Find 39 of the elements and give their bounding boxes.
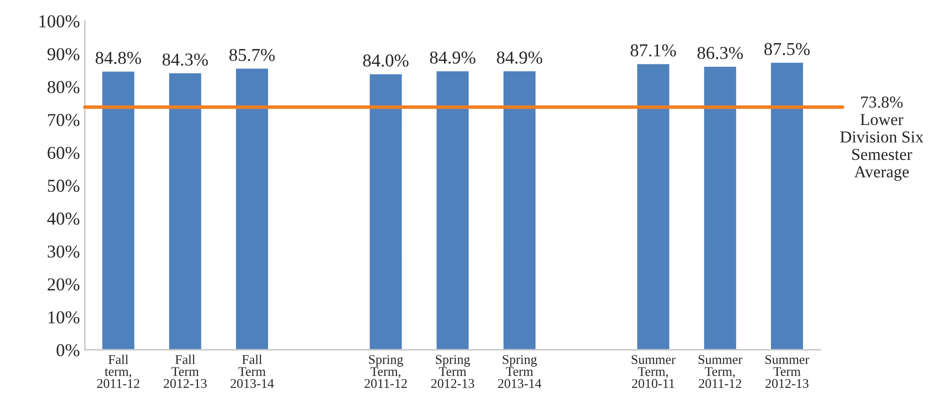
ref-line-label: 73.8% Lower Division Six Semester Average — [840, 96, 924, 181]
y-tick-label: 30% — [48, 245, 80, 258]
x-tick-label: Fall Term 2012-13 — [164, 354, 207, 388]
data-label: 84.0% — [363, 54, 408, 67]
bar — [435, 70, 470, 350]
y-tick-label: 0% — [56, 344, 80, 356]
data-label: 87.5% — [764, 42, 810, 56]
data-label: 84.9% — [430, 51, 476, 64]
bar — [636, 62, 671, 350]
x-tick-label: Fall term, 2011-12 — [97, 354, 140, 388]
x-tick-label: Fall Term 2013-14 — [230, 354, 274, 388]
x-tick-label: Summer Term, 2011-12 — [698, 355, 742, 388]
bar — [168, 72, 203, 350]
data-label: 86.3% — [697, 46, 743, 60]
y-tick-label: 100% — [39, 15, 80, 28]
bar — [770, 61, 804, 350]
bar — [234, 67, 270, 350]
bar — [502, 70, 537, 350]
x-tick-label: Summer Term 2012-13 — [766, 355, 810, 388]
y-tick-label: 60% — [48, 146, 80, 160]
bar — [368, 72, 404, 350]
y-tick-label: 50% — [48, 180, 80, 192]
y-tick-label: 80% — [48, 80, 80, 94]
bar — [702, 65, 738, 350]
data-label: 87.1% — [630, 44, 676, 56]
y-tick-label: 10% — [48, 311, 80, 324]
x-tick-label: Spring Term 2012-13 — [431, 355, 474, 388]
y-tick-label: 40% — [47, 212, 80, 225]
x-tick-label: Summer Term, 2010-11 — [632, 355, 676, 388]
y-tick-label: 90% — [47, 48, 80, 60]
y-tick-label: 70% — [48, 114, 80, 126]
x-tick-label: Spring Term 2013-14 — [498, 355, 542, 388]
y-tick-label: 20% — [48, 278, 80, 291]
data-label: 84.8% — [96, 52, 142, 64]
x-tick-label: Spring Term, 2011-12 — [364, 355, 407, 388]
data-label: 84.3% — [162, 53, 208, 66]
bar — [100, 70, 136, 350]
data-label: 85.7% — [229, 48, 275, 62]
data-label: 84.9% — [496, 51, 542, 64]
